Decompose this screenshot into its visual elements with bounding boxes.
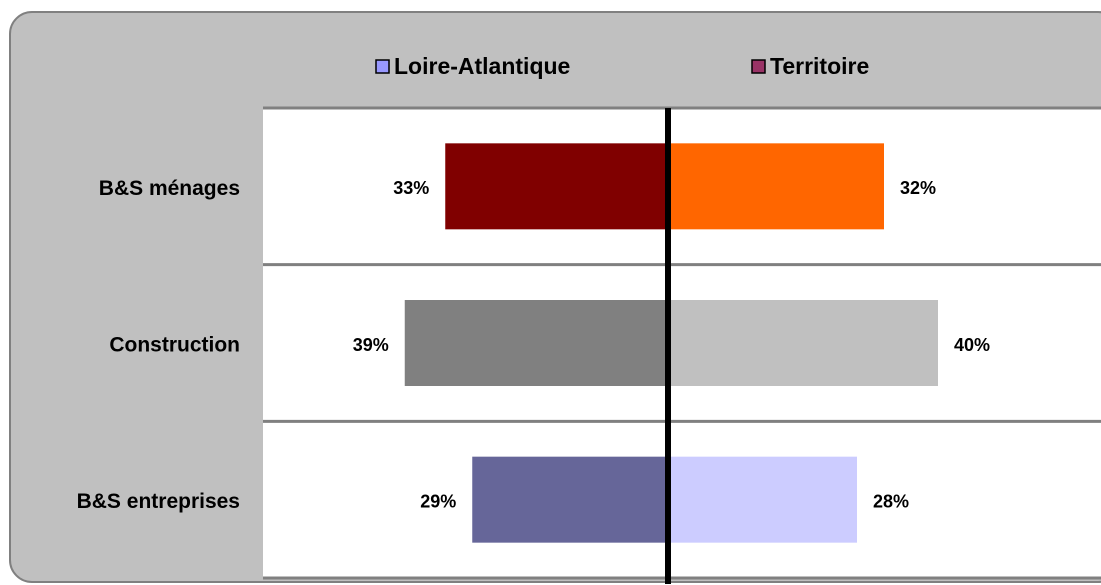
bar: [472, 456, 668, 543]
value-label: 40%: [954, 335, 990, 355]
value-label: 33%: [393, 178, 429, 198]
value-label: 28%: [873, 491, 909, 511]
bar: [445, 143, 668, 230]
value-label: 29%: [420, 491, 456, 511]
bar: [404, 300, 668, 386]
legend-label: Loire-Atlantique: [394, 53, 570, 79]
legend-swatch: [375, 59, 390, 74]
legend-swatch: [751, 59, 766, 74]
value-label: 39%: [353, 335, 389, 355]
bar: [668, 143, 884, 230]
bar: [668, 456, 857, 543]
bar: [668, 300, 938, 386]
legend-label: Territoire: [770, 53, 869, 79]
category-label: B&S ménages: [99, 177, 240, 200]
category-label: B&S entreprises: [77, 490, 240, 513]
category-label: Construction: [109, 334, 240, 357]
value-label: 32%: [900, 178, 936, 198]
